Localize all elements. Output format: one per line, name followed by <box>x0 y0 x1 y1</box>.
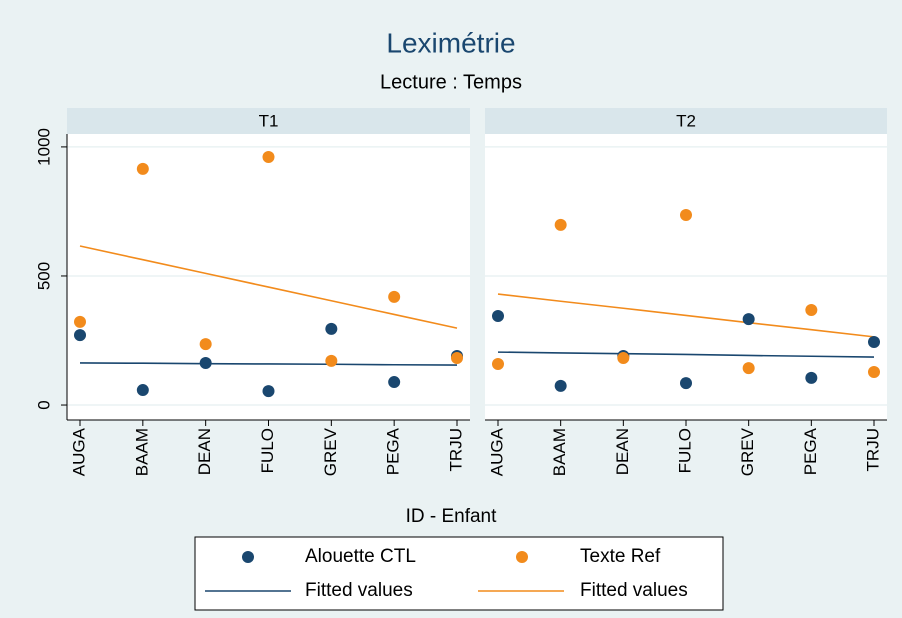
point <box>680 377 692 390</box>
point <box>325 322 338 335</box>
y-tick-label: 500 <box>34 262 53 290</box>
x-tick-label: AUGA <box>487 427 506 476</box>
legend-marker <box>242 551 254 563</box>
x-tick-label: TRJU <box>446 428 465 471</box>
x-tick-label: PEGA <box>384 427 403 475</box>
x-tick-label: GREV <box>738 427 757 476</box>
chart-title: Leximétrie <box>386 27 515 58</box>
point <box>262 385 275 398</box>
y-tick-label: 0 <box>34 400 53 409</box>
point <box>388 290 401 303</box>
legend-label: Texte Ref <box>580 546 661 567</box>
x-tick-label: DEAN <box>613 428 632 475</box>
x-axis-label: ID - Enfant <box>406 506 498 527</box>
point <box>262 150 275 163</box>
point <box>388 376 401 389</box>
legend-label: Alouette CTL <box>305 546 416 567</box>
y-tick-label: 1000 <box>34 128 53 166</box>
chart-subtitle: Lecture : Temps <box>380 71 522 93</box>
panel-title: T1 <box>259 111 279 130</box>
point <box>325 354 338 367</box>
x-tick-label: DEAN <box>195 428 214 475</box>
point <box>680 209 692 222</box>
legend-label: Fitted values <box>580 580 688 601</box>
point <box>742 313 755 326</box>
x-tick-label: FULO <box>675 428 694 473</box>
point <box>74 329 86 342</box>
x-tick-label: AUGA <box>69 427 88 476</box>
panel-header <box>67 108 470 134</box>
point <box>199 338 212 351</box>
point <box>617 352 630 365</box>
x-tick-label: BAAM <box>132 428 151 476</box>
point <box>136 162 149 175</box>
point <box>74 315 86 328</box>
x-tick-label: TRJU <box>863 428 882 471</box>
point <box>805 371 818 384</box>
x-tick-label: BAAM <box>550 428 569 476</box>
point <box>136 384 149 397</box>
point <box>492 357 504 370</box>
fitted-line <box>497 293 875 338</box>
fitted-line <box>79 245 458 329</box>
point <box>742 362 755 375</box>
legend-marker <box>516 551 528 563</box>
point <box>199 356 212 369</box>
point <box>805 304 818 317</box>
point <box>554 379 567 392</box>
point <box>451 352 463 365</box>
x-tick-label: PEGA <box>801 427 820 475</box>
x-tick-label: GREV <box>321 427 340 476</box>
fitted-line <box>497 351 875 358</box>
point <box>492 309 504 322</box>
panel-title: T2 <box>676 111 696 130</box>
legend-label: Fitted values <box>305 580 413 601</box>
x-tick-label: FULO <box>258 428 277 473</box>
legend <box>194 536 724 611</box>
point <box>868 336 880 349</box>
fitted-line <box>79 362 458 366</box>
panel-header <box>485 108 887 134</box>
point <box>554 218 567 231</box>
point <box>868 365 880 378</box>
plot-area <box>67 134 470 420</box>
plot-area <box>485 134 887 420</box>
